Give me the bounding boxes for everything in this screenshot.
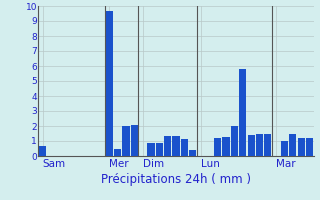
Bar xyxy=(123,126,130,156)
Bar xyxy=(231,126,238,156)
Bar xyxy=(214,138,221,156)
Bar xyxy=(172,136,180,156)
Bar xyxy=(106,11,113,156)
Bar xyxy=(156,143,163,156)
Bar xyxy=(306,138,313,156)
Bar xyxy=(256,134,263,156)
Bar xyxy=(289,134,296,156)
Bar xyxy=(148,143,155,156)
Bar xyxy=(164,136,171,156)
Bar xyxy=(281,141,288,156)
Bar xyxy=(239,69,246,156)
Bar xyxy=(181,139,188,156)
Bar xyxy=(39,146,46,156)
Bar xyxy=(114,149,121,156)
Bar xyxy=(131,125,138,156)
X-axis label: Précipitations 24h ( mm ): Précipitations 24h ( mm ) xyxy=(101,173,251,186)
Bar xyxy=(189,150,196,156)
Bar xyxy=(264,134,271,156)
Bar xyxy=(247,135,255,156)
Bar xyxy=(298,138,305,156)
Bar xyxy=(222,137,229,156)
